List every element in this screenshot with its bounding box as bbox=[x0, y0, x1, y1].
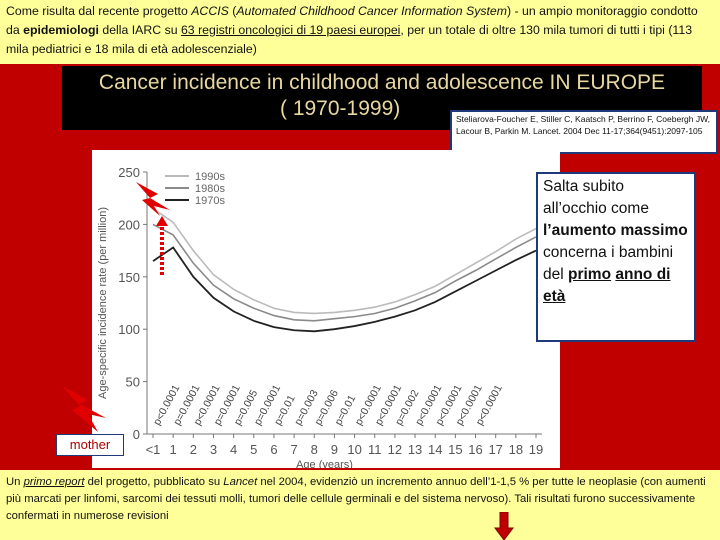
bottom-text: nel 2004, evidenziò un incremento annuo … bbox=[6, 476, 706, 522]
y-tick-label: 150 bbox=[118, 270, 140, 285]
x-tick-label: 2 bbox=[190, 442, 197, 457]
bottom-paragraph: Un primo report del progetto, pubblicato… bbox=[0, 470, 720, 540]
lightning-bolt-icon bbox=[136, 182, 170, 216]
callout-underlined: primo bbox=[568, 266, 612, 283]
down-arrow-icon bbox=[494, 512, 514, 540]
y-tick-label: 50 bbox=[126, 375, 140, 390]
x-tick-label: 4 bbox=[230, 442, 237, 457]
series-line-1980s bbox=[152, 223, 537, 322]
x-tick-label: <1 bbox=[146, 442, 161, 457]
x-tick-label: 18 bbox=[509, 442, 523, 457]
callout-underlined: anno di età bbox=[543, 266, 671, 305]
annotation-overlay bbox=[136, 182, 170, 275]
x-tick-label: 9 bbox=[331, 442, 338, 457]
lancet-italic: Lancet bbox=[223, 476, 258, 488]
intro-text: ) - un ampio monitoraggio condotto da bbox=[6, 4, 698, 37]
intro-text: , per un totale di oltre 130 mila tumori… bbox=[6, 23, 693, 56]
registries-underlined: 63 registri oncologici di 19 paesi europ… bbox=[180, 23, 401, 37]
x-tick-label: 14 bbox=[428, 442, 442, 457]
bottom-text: Un bbox=[6, 476, 24, 488]
intro-paragraph: Come risulta dal recente progetto ACCIS … bbox=[0, 0, 720, 64]
x-tick-label: 12 bbox=[388, 442, 402, 457]
y-tick-label: 0 bbox=[133, 427, 140, 442]
legend-entry: 1970s bbox=[195, 195, 225, 207]
callout-bold: l’aumento massimo bbox=[543, 222, 688, 239]
accis-acronym: ACCIS bbox=[191, 4, 229, 18]
x-tick-label: 1 bbox=[170, 442, 177, 457]
lightning-bolt-icon bbox=[62, 386, 106, 432]
x-tick-label: 15 bbox=[448, 442, 462, 457]
series-line-1990s bbox=[152, 208, 537, 315]
x-tick-label: 16 bbox=[468, 442, 482, 457]
x-tick-label: 7 bbox=[290, 442, 297, 457]
incidence-chart: 0 50 100 150 200 250 <1 1 2 3 4 5 6 7 8 9 10 11 12 13 14 15 16… bbox=[92, 150, 560, 471]
title-line-2: ( 1970-1999) bbox=[62, 96, 702, 122]
epidemiologi-bold: epidemiologi bbox=[23, 23, 99, 37]
down-arrow-overlay bbox=[494, 512, 514, 540]
x-tick-label: 8 bbox=[311, 442, 318, 457]
intro-text: Come risulta dal recente progetto bbox=[6, 4, 192, 18]
x-axis-label: Age (years) bbox=[296, 459, 353, 468]
report-underlined: primo report bbox=[23, 476, 85, 488]
y-tick-label: 250 bbox=[118, 165, 140, 180]
lightning-overlay bbox=[62, 386, 106, 432]
x-tick-label: 13 bbox=[408, 442, 422, 457]
y-axis-label: Age-specific incidence rate (per million… bbox=[97, 207, 109, 399]
title-period: ( 1970-1999) bbox=[280, 97, 401, 120]
legend-entry: 1990s bbox=[195, 171, 225, 183]
x-tick-label: 17 bbox=[488, 442, 502, 457]
slide-title: Cancer incidence in childhood and adoles… bbox=[62, 70, 702, 122]
title-line-1: Cancer incidence in childhood and adoles… bbox=[98, 71, 666, 94]
callout-text: Salta subito all’occhio come bbox=[543, 178, 649, 217]
y-tick-label: 200 bbox=[118, 217, 140, 232]
citation-box: Steliarova-Foucher E, Stiller C, Kaatsch… bbox=[450, 110, 718, 154]
bottom-text: del progetto, pubblicato su bbox=[84, 476, 224, 488]
x-tick-label: 6 bbox=[270, 442, 277, 457]
x-tick-label: 11 bbox=[368, 442, 382, 457]
intro-text: ( bbox=[228, 4, 237, 18]
x-tick-label: 10 bbox=[347, 442, 361, 457]
series-line-1970s bbox=[152, 246, 537, 333]
arrow-head bbox=[156, 216, 168, 226]
x-tick-label: 19 bbox=[529, 442, 543, 457]
mother-label: mother bbox=[56, 434, 124, 456]
callout-text: concerna i bambini del bbox=[543, 244, 674, 283]
legend-entry: 1980s bbox=[195, 183, 225, 195]
x-tick-label: 5 bbox=[250, 442, 257, 457]
x-tick-label: 3 bbox=[210, 442, 217, 457]
intro-text: della IARC su bbox=[98, 23, 181, 37]
y-tick-label: 100 bbox=[118, 322, 140, 337]
accis-fullname: Automated Childhood Cancer Information S… bbox=[236, 4, 508, 18]
callout-box: Salta subito all’occhio come l’aumento m… bbox=[536, 172, 696, 342]
